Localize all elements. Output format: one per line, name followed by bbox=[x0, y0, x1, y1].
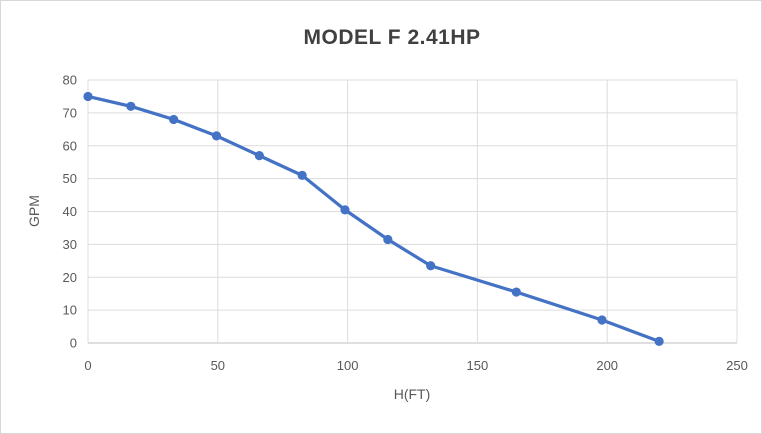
data-point-marker bbox=[254, 151, 264, 161]
x-tick-label: 150 bbox=[467, 358, 489, 373]
y-tick-label: 80 bbox=[63, 73, 77, 88]
data-series-layer bbox=[83, 91, 664, 346]
data-point-marker bbox=[383, 234, 393, 245]
chart-title: MODEL F 2.41HP bbox=[304, 26, 481, 49]
x-tick-label: 250 bbox=[726, 358, 748, 373]
data-point-marker bbox=[340, 205, 350, 215]
data-point-marker bbox=[126, 101, 136, 111]
pump-curve-line bbox=[86, 94, 661, 343]
data-point-marker bbox=[83, 91, 93, 102]
y-tick-label: 70 bbox=[63, 105, 77, 120]
x-tick-label: 100 bbox=[337, 358, 359, 373]
x-axis-title: H(FT) bbox=[394, 386, 431, 402]
y-tick-label: 20 bbox=[63, 270, 77, 285]
y-axis-title: GPM bbox=[26, 195, 42, 227]
tick-labels-layer: 0 10 20 30 40 50 60 70 80 0 50 100 150 200 250 bbox=[63, 73, 748, 374]
y-tick-label: 60 bbox=[63, 138, 77, 153]
y-tick-label: 30 bbox=[63, 237, 77, 252]
data-point-marker bbox=[297, 170, 307, 180]
data-point-marker bbox=[211, 131, 222, 141]
y-tick-label: 10 bbox=[63, 303, 77, 318]
data-point-marker bbox=[426, 261, 436, 271]
y-tick-label: 0 bbox=[70, 336, 77, 351]
x-tick-label: 200 bbox=[596, 358, 618, 373]
data-point-marker bbox=[511, 287, 521, 297]
data-point-marker bbox=[597, 315, 607, 325]
data-point-marker bbox=[654, 336, 664, 346]
x-tick-label: 0 bbox=[84, 358, 91, 373]
data-point-marker bbox=[169, 114, 179, 125]
y-tick-label: 50 bbox=[63, 171, 77, 186]
x-tick-label: 50 bbox=[211, 358, 225, 373]
y-tick-label: 40 bbox=[63, 204, 77, 219]
gridlines-layer bbox=[87, 79, 738, 344]
